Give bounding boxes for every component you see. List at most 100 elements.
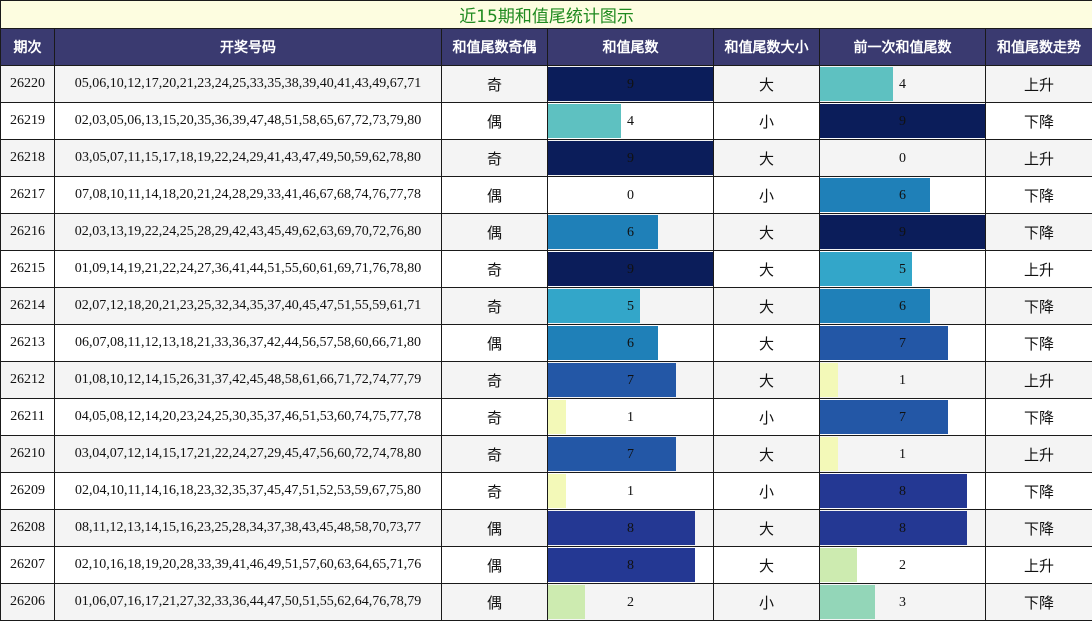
prev-tail-cell-value: 3 — [899, 594, 906, 610]
size-cell: 大 — [713, 546, 820, 584]
prev-tail-cell-bar — [820, 326, 949, 360]
prev-tail-cell-value: 6 — [899, 187, 906, 203]
trend-cell: 上升 — [984, 139, 1092, 177]
table-row: 26209 02,04,10,11,14,16,18,23,32,35,37,45… — [0, 472, 1092, 510]
table-row: 26215 01,09,14,19,21,22,24,27,36,41,44,51… — [0, 250, 1092, 288]
tail-cell: 0 — [547, 176, 714, 214]
header-tail: 和值尾数 — [547, 28, 714, 66]
tail-cell-bar — [548, 585, 585, 619]
parity-cell: 奇 — [441, 65, 548, 103]
prev-tail-cell-value: 8 — [899, 483, 906, 499]
period-cell: 26220 — [0, 65, 55, 103]
prev-tail-cell-value: 9 — [899, 113, 906, 129]
size-cell: 大 — [713, 139, 820, 177]
parity-cell: 奇 — [441, 361, 548, 399]
table-row: 26211 04,05,08,12,14,20,23,24,25,30,35,37… — [0, 398, 1092, 436]
tail-cell: 5 — [547, 287, 714, 325]
trend-cell: 下降 — [984, 472, 1092, 510]
parity-cell: 偶 — [441, 583, 548, 621]
tail-cell-bar — [548, 548, 695, 582]
table-row: 26206 01,06,07,16,17,21,27,32,33,36,44,47… — [0, 583, 1092, 621]
prev-tail-cell: 7 — [819, 324, 986, 362]
period-cell: 26207 — [0, 546, 55, 584]
tail-cell: 8 — [547, 509, 714, 547]
prev-tail-cell: 1 — [819, 361, 986, 399]
size-cell: 小 — [713, 102, 820, 140]
tail-cell-bar — [548, 437, 677, 471]
tail-cell: 8 — [547, 546, 714, 584]
tail-cell-value: 6 — [627, 224, 634, 240]
header-prev-tail: 前一次和值尾数 — [819, 28, 986, 66]
header-period: 期次 — [0, 28, 55, 66]
trend-cell: 下降 — [984, 213, 1092, 251]
tail-cell-value: 4 — [627, 113, 634, 129]
prev-tail-cell-bar — [820, 548, 857, 582]
tail-cell: 6 — [547, 324, 714, 362]
trend-cell: 上升 — [984, 435, 1092, 473]
prev-tail-cell-bar — [820, 585, 875, 619]
numbers-cell: 04,05,08,12,14,20,23,24,25,30,35,37,46,5… — [54, 398, 442, 436]
prev-tail-cell-value: 9 — [899, 224, 906, 240]
numbers-cell: 02,03,05,06,13,15,20,35,36,39,47,48,51,5… — [54, 102, 442, 140]
prev-tail-cell: 3 — [819, 583, 986, 621]
numbers-cell: 06,07,08,11,12,13,18,21,33,36,37,42,44,5… — [54, 324, 442, 362]
header-row: 期次 开奖号码 和值尾数奇偶 和值尾数 和值尾数大小 前一次和值尾数 和值尾数走… — [0, 28, 1092, 66]
tail-cell-bar — [548, 511, 695, 545]
table-row: 26216 02,03,13,19,22,24,25,28,29,42,43,45… — [0, 213, 1092, 251]
size-cell: 大 — [713, 250, 820, 288]
prev-tail-cell-value: 2 — [899, 557, 906, 573]
tail-cell-value: 5 — [627, 298, 634, 314]
tail-cell: 1 — [547, 472, 714, 510]
tail-cell: 9 — [547, 139, 714, 177]
tail-cell-bar — [548, 67, 713, 101]
numbers-cell: 01,06,07,16,17,21,27,32,33,36,44,47,50,5… — [54, 583, 442, 621]
tail-cell-bar — [548, 363, 677, 397]
trend-cell: 上升 — [984, 546, 1092, 584]
table-row: 26210 03,04,07,12,14,15,17,21,22,24,27,29… — [0, 435, 1092, 473]
period-cell: 26218 — [0, 139, 55, 177]
numbers-cell: 02,04,10,11,14,16,18,23,32,35,37,45,47,5… — [54, 472, 442, 510]
tail-cell-bar — [548, 141, 713, 175]
prev-tail-cell: 0 — [819, 139, 986, 177]
tail-cell: 7 — [547, 361, 714, 399]
numbers-cell: 02,07,12,18,20,21,23,25,32,34,35,37,40,4… — [54, 287, 442, 325]
tail-cell: 7 — [547, 435, 714, 473]
tail-cell-value: 9 — [627, 76, 634, 92]
parity-cell: 奇 — [441, 398, 548, 436]
size-cell: 小 — [713, 176, 820, 214]
tail-cell: 9 — [547, 65, 714, 103]
prev-tail-cell-value: 4 — [899, 76, 906, 92]
parity-cell: 偶 — [441, 546, 548, 584]
table-row: 26213 06,07,08,11,12,13,18,21,33,36,37,42… — [0, 324, 1092, 362]
table-row: 26217 07,08,10,11,14,18,20,21,24,28,29,33… — [0, 176, 1092, 214]
table-row: 26208 08,11,12,13,14,15,16,23,25,28,34,37… — [0, 509, 1092, 547]
size-cell: 大 — [713, 361, 820, 399]
table-body: 26220 05,06,10,12,17,20,21,23,24,25,33,35… — [0, 65, 1092, 621]
period-cell: 26213 — [0, 324, 55, 362]
tail-cell-bar — [548, 474, 567, 508]
tail-cell: 9 — [547, 250, 714, 288]
table-row: 26214 02,07,12,18,20,21,23,25,32,34,35,37… — [0, 287, 1092, 325]
trend-cell: 下降 — [984, 324, 1092, 362]
prev-tail-cell-value: 7 — [899, 409, 906, 425]
tail-cell-bar — [548, 289, 640, 323]
prev-tail-cell-bar — [820, 363, 839, 397]
size-cell: 大 — [713, 287, 820, 325]
tail-cell-value: 9 — [627, 261, 634, 277]
prev-tail-cell-bar — [820, 67, 894, 101]
header-numbers: 开奖号码 — [54, 28, 442, 66]
tail-cell-bar — [548, 326, 658, 360]
parity-cell: 奇 — [441, 472, 548, 510]
parity-cell: 奇 — [441, 139, 548, 177]
period-cell: 26219 — [0, 102, 55, 140]
trend-cell: 下降 — [984, 398, 1092, 436]
period-cell: 26210 — [0, 435, 55, 473]
prev-tail-cell-value: 0 — [899, 150, 906, 166]
tail-cell-value: 8 — [627, 520, 634, 536]
prev-tail-cell-bar — [820, 178, 930, 212]
size-cell: 小 — [713, 583, 820, 621]
prev-tail-cell: 4 — [819, 65, 986, 103]
header-size: 和值尾数大小 — [713, 28, 820, 66]
tail-cell-bar — [548, 104, 622, 138]
